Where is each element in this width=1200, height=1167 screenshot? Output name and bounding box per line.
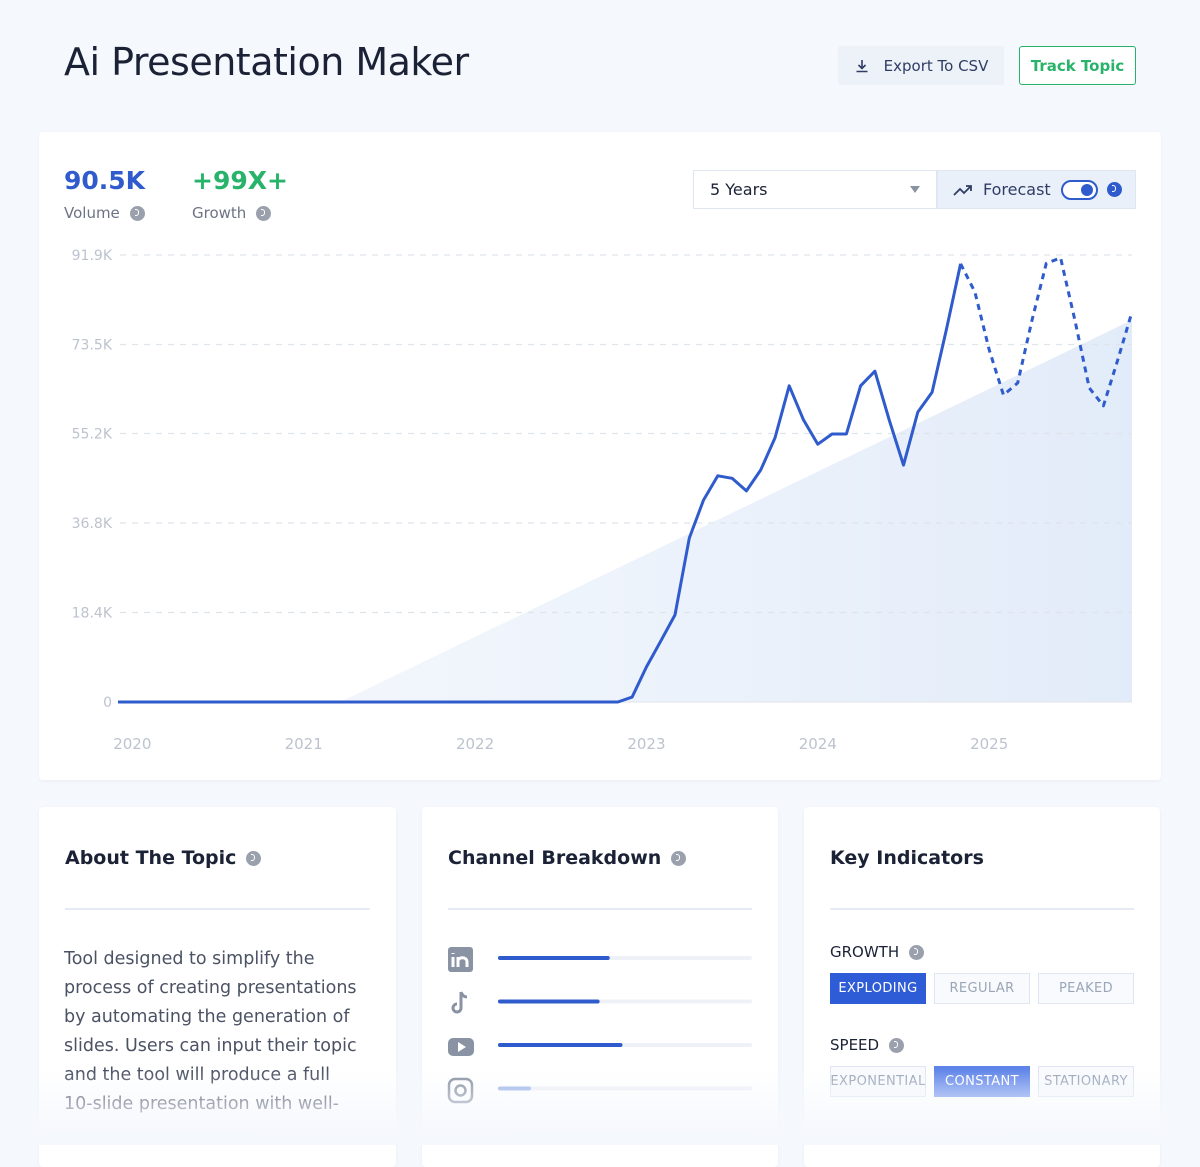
indicator-option[interactable]: PEAKED — [1038, 973, 1134, 1004]
export-label: Export To CSV — [883, 56, 989, 75]
indicator-option[interactable]: EXPLODING — [830, 973, 926, 1004]
page-title: Ai Presentation Maker — [64, 40, 469, 84]
growth-label: Growth — [192, 204, 272, 222]
forecast-control: Forecast — [937, 170, 1136, 209]
indicator-label-text: GROWTH — [830, 943, 900, 961]
export-button[interactable]: Export To CSV — [838, 46, 1004, 85]
trend-icon — [953, 184, 972, 196]
volume-value: 90.5K — [64, 166, 146, 195]
download-icon — [856, 59, 868, 72]
about-title: About The Topic — [65, 847, 262, 869]
indicator-label: SPEED — [830, 1036, 905, 1054]
channel-title-text: Channel Breakdown — [448, 847, 662, 869]
x-tick-label: 2021 — [285, 735, 323, 753]
help-icon[interactable] — [1106, 182, 1122, 197]
help-icon[interactable] — [889, 1038, 905, 1053]
help-icon[interactable] — [909, 945, 925, 960]
help-icon[interactable] — [129, 206, 145, 221]
x-tick-label: 2024 — [799, 735, 837, 753]
range-select[interactable]: 5 Years — [693, 170, 937, 209]
y-tick-label: 55.2K — [72, 427, 113, 443]
forecast-line — [959, 256, 1134, 408]
growth-text: Growth — [192, 204, 247, 222]
divider — [65, 908, 370, 910]
y-tick-label: 73.5K — [72, 337, 113, 353]
indicator-label: GROWTH — [830, 943, 925, 961]
growth-value: +99X+ — [192, 166, 288, 195]
volume-line — [118, 263, 963, 704]
divider — [448, 908, 752, 910]
y-tick-label: 36.8K — [72, 516, 113, 532]
range-value: 5 Years — [710, 180, 768, 199]
help-icon[interactable] — [671, 851, 687, 866]
forecast-label: Forecast — [983, 180, 1051, 199]
volume-label: Volume — [64, 204, 145, 222]
indicators-title: Key Indicators — [830, 847, 984, 869]
channel-bar — [498, 999, 600, 1004]
x-tick-label: 2023 — [627, 735, 665, 753]
trend-chart: 0 18.4K 36.8K 55.2K 73.5K 91.9K 2020 2021 2022 20… — [72, 248, 1134, 753]
forecast-toggle[interactable] — [1060, 179, 1099, 201]
y-tick-label: 0 — [103, 695, 112, 711]
y-tick-label: 18.4K — [72, 606, 113, 622]
trend-area — [340, 320, 1132, 702]
about-title-text: About The Topic — [65, 847, 237, 869]
divider — [830, 908, 1134, 910]
tiktok-icon — [451, 991, 468, 1014]
indicator-label-text: SPEED — [830, 1036, 880, 1054]
track-button[interactable]: Track Topic — [1019, 46, 1136, 85]
indicator-option[interactable]: REGULAR — [934, 973, 1030, 1004]
channel-bar — [498, 956, 610, 960]
x-tick-label: 2025 — [970, 735, 1008, 753]
fade-overlay — [0, 1070, 1200, 1145]
x-tick-label: 2022 — [456, 735, 494, 753]
dropdown-arrow — [910, 186, 920, 193]
help-icon[interactable] — [256, 206, 272, 221]
channel-bar — [498, 1043, 623, 1047]
channel-title: Channel Breakdown — [448, 847, 687, 869]
x-tick-label: 2020 — [113, 735, 151, 753]
volume-text: Volume — [64, 204, 120, 222]
help-icon[interactable] — [246, 851, 262, 866]
y-tick-label: 91.9K — [72, 248, 113, 264]
